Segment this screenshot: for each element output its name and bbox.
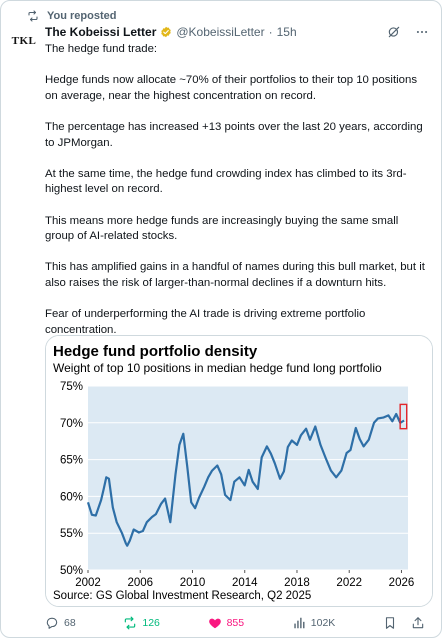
y-tick-label: 60% [60, 491, 83, 503]
secondary-actions [383, 616, 425, 630]
like-button[interactable]: 855 [208, 616, 245, 630]
separator-dot: · [268, 25, 273, 39]
tweet-paragraph: Hedge funds now allocate ~70% of their p… [45, 74, 418, 102]
verified-badge-icon [161, 26, 172, 38]
x-tick-label: 2018 [284, 577, 310, 589]
tweet-text: The hedge fund trade: Hedge funds now al… [45, 42, 429, 338]
y-tick-label: 50% [60, 565, 83, 577]
share-icon[interactable] [411, 616, 425, 630]
x-tick-label: 2022 [336, 577, 362, 589]
grid-lines [88, 385, 408, 571]
tweet-paragraph: Fear of underperforming the AI trade is … [45, 308, 366, 336]
author-name[interactable]: The Kobeissi Letter [45, 25, 157, 39]
tweet-top-actions [387, 25, 429, 39]
y-tick-label: 55% [60, 528, 83, 540]
heart-icon [208, 618, 221, 629]
grok-icon[interactable] [387, 25, 401, 39]
reply-count: 68 [64, 617, 76, 629]
tweet-paragraph: This means more hedge funds are increasi… [45, 214, 399, 243]
tweet-paragraph: The percentage has increased +13 points … [45, 120, 423, 149]
repost-icon [125, 616, 136, 630]
y-tick-label: 75% [60, 381, 83, 393]
tweet-paragraph: At the same time, the hedge fund crowdin… [45, 167, 407, 196]
plot-area [88, 386, 408, 570]
x-tick-label: 2014 [232, 577, 258, 589]
repost-banner: You reposted [27, 9, 116, 23]
chart-source: Source: GS Global Investment Research, Q… [53, 590, 311, 602]
author-handle[interactable]: @KobeissiLetter [176, 25, 265, 39]
reply-button[interactable]: 68 [45, 616, 76, 630]
tweet-media-chart[interactable]: Hedge fund portfolio density Weight of t… [45, 335, 433, 607]
views-icon [294, 617, 305, 629]
x-tick-label: 2002 [75, 577, 101, 589]
tweet-actions: 68 126 855 102K [45, 614, 425, 632]
y-axis-ticks: 50% 55% 60% 65% 70% 75% [60, 381, 83, 577]
series-line [86, 412, 405, 547]
repost-icon [28, 10, 38, 22]
repost-count: 126 [142, 617, 160, 629]
views-count: 102K [310, 617, 336, 629]
tweet-time[interactable]: 15h [276, 25, 297, 39]
like-count: 855 [226, 617, 245, 629]
tweet-paragraph: The hedge fund trade: [45, 43, 158, 55]
highlight-box [399, 403, 408, 430]
repost-banner-label: You reposted [47, 10, 117, 22]
y-tick-label: 70% [60, 418, 83, 430]
x-tick-label: 2006 [127, 577, 153, 589]
y-tick-label: 65% [60, 455, 83, 467]
x-tick-label: 2026 [389, 577, 415, 589]
tweet-paragraph: This has amplified gains in a handful of… [45, 261, 425, 289]
x-tick-label: 2010 [180, 577, 206, 589]
x-axis-ticks: 2002 2006 2010 2014 2018 2022 2026 [75, 570, 414, 589]
avatar[interactable]: TKL [12, 29, 36, 53]
chart-subtitle: Weight of top 10 positions in median hed… [53, 361, 382, 375]
reply-icon [46, 617, 58, 629]
bookmark-icon[interactable] [383, 616, 397, 630]
more-options-icon[interactable] [415, 25, 429, 39]
repost-button[interactable]: 126 [123, 616, 160, 630]
views-button[interactable]: 102K [292, 616, 336, 630]
tweet-header: The Kobeissi Letter @KobeissiLetter · 15… [45, 25, 297, 39]
chart-title: Hedge fund portfolio density [53, 343, 258, 360]
chart: Hedge fund portfolio density Weight of t… [46, 336, 432, 606]
